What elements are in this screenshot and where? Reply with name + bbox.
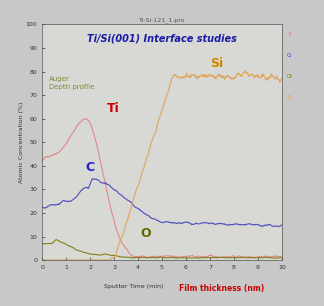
Text: Auger
Depth profile: Auger Depth profile (49, 76, 95, 90)
Text: Film thickness (nm): Film thickness (nm) (179, 284, 265, 293)
Text: Ti/Si(001) Interface studies: Ti/Si(001) Interface studies (87, 34, 237, 44)
Text: C: C (85, 161, 94, 174)
Text: Sputter Time (min): Sputter Time (min) (104, 284, 163, 289)
Text: O: O (140, 226, 151, 240)
Text: Si: Si (287, 95, 292, 100)
Y-axis label: Atomic Concentration (%): Atomic Concentration (%) (19, 102, 24, 183)
Text: Si: Si (210, 57, 223, 70)
Text: Ti: Ti (107, 102, 120, 115)
Text: Oi: Oi (287, 74, 293, 79)
Text: Ti: Ti (287, 32, 291, 36)
Text: Ci: Ci (287, 53, 292, 58)
Title: Ti-Si-121_1.pro: Ti-Si-121_1.pro (139, 18, 185, 23)
